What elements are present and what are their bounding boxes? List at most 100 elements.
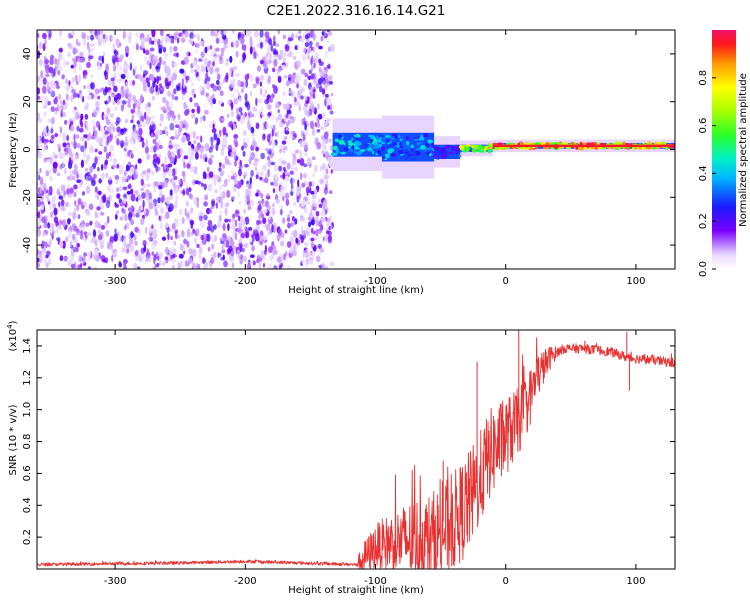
spectrogram-noise-blob <box>291 116 297 123</box>
spectrogram-noise-blob <box>135 213 140 218</box>
spectrogram-noise-blob <box>37 181 40 189</box>
spectrogram-noise-blob <box>220 240 225 245</box>
spectrogram-noise-blob <box>142 199 145 209</box>
spectrogram-noise-blob <box>66 184 71 189</box>
y-tick-label: -20 <box>22 189 33 205</box>
spectrogram-noise-blob <box>116 138 120 146</box>
spectrogram-noise-blob <box>311 105 315 112</box>
spectrogram-noise-blob <box>138 127 143 136</box>
spectrogram-noise-blob <box>249 200 255 207</box>
spectrogram-signal-blob <box>463 146 470 151</box>
spectrogram-noise-blob <box>250 74 254 82</box>
spectrogram-noise-blob <box>314 86 318 90</box>
spectrogram-noise-blob <box>326 230 330 235</box>
spectrogram-noise-blob <box>301 200 305 207</box>
spectrogram-noise-blob <box>267 112 272 116</box>
spectrogram-noise-blob <box>297 44 300 49</box>
spectrogram-noise-blob <box>51 54 54 63</box>
spectrogram-signal-blob <box>413 138 420 142</box>
spectrogram-noise-blob <box>208 121 213 129</box>
spectrogram-noise-blob <box>130 188 134 195</box>
spectrogram-noise-blob <box>60 109 63 117</box>
spectrogram-noise-blob <box>175 134 180 140</box>
spectrogram-noise-blob <box>128 36 132 44</box>
spectrogram-noise-blob <box>171 82 174 88</box>
spectrogram-noise-blob <box>159 30 164 37</box>
spectrogram-noise-blob <box>43 241 48 246</box>
spectrogram-noise-blob <box>268 213 271 221</box>
spectrogram-noise-blob <box>39 187 42 194</box>
spectrogram-signal-blob <box>416 152 419 155</box>
spectrogram-noise-blob <box>222 126 227 135</box>
spectrogram-noise-blob <box>201 234 205 241</box>
spectrogram-noise-blob <box>214 47 220 52</box>
spectrogram-noise-blob <box>97 38 102 47</box>
spectrogram-noise-blob <box>43 187 47 195</box>
spectrogram-noise-blob <box>184 56 189 65</box>
spectrogram-noise-blob <box>37 199 41 208</box>
spectrogram-noise-blob <box>168 144 173 149</box>
spectrogram-noise-blob <box>236 249 241 256</box>
spectrogram-noise-blob <box>86 232 92 236</box>
spectrogram-noise-blob <box>158 252 163 258</box>
spectrogram-noise-blob <box>310 237 315 242</box>
spectrogram-noise-blob <box>199 219 205 229</box>
spectrogram-noise-blob <box>219 90 224 96</box>
spectrogram-noise-blob <box>301 182 306 188</box>
spectrogram-noise-blob <box>107 176 113 181</box>
x-tick-label: -100 <box>364 276 387 287</box>
spectrogram-noise-blob <box>192 34 197 38</box>
spectrogram-noise-blob <box>74 74 78 82</box>
spectrogram-noise-blob <box>282 166 286 172</box>
spectrogram-noise-blob <box>271 114 275 121</box>
spectrogram-noise-blob <box>118 185 124 192</box>
spectrogram-noise-blob <box>249 35 253 44</box>
spectrogram-noise-blob <box>76 243 81 248</box>
spectrogram-noise-blob <box>79 51 84 58</box>
spectrogram-noise-blob <box>132 95 136 103</box>
spectrogram-noise-blob <box>227 223 230 232</box>
spectrogram-noise-blob <box>304 241 307 247</box>
spectrogram-noise-blob <box>78 74 81 83</box>
spectrogram-noise-blob <box>206 76 211 82</box>
spectrogram-noise-blob <box>170 101 173 108</box>
spectrogram-noise-blob <box>112 174 116 179</box>
spectrogram-x-label: Height of straight line (km) <box>288 285 424 296</box>
spectrogram-noise-blob <box>294 166 299 172</box>
spectrogram-noise-blob <box>49 156 54 165</box>
spectrogram-noise-blob <box>128 56 133 61</box>
spectrogram-noise-blob <box>252 260 256 266</box>
spectrogram-noise-blob <box>269 52 272 60</box>
spectrogram-noise-blob <box>320 35 324 42</box>
spectrogram-noise-blob <box>48 258 52 265</box>
spectrogram-noise-blob <box>111 93 115 99</box>
spectrogram-noise-blob <box>279 121 284 128</box>
spectrogram-noise-blob <box>140 217 145 226</box>
spectrogram-noise-blob <box>161 236 167 241</box>
spectrogram-noise-blob <box>252 83 257 89</box>
spectrogram-noise-blob <box>210 257 215 264</box>
spectrogram-noise-blob <box>128 93 132 101</box>
spectrogram-noise-blob <box>292 249 298 257</box>
spectrogram-noise-blob <box>41 242 45 249</box>
spectrogram-noise-blob <box>128 238 134 245</box>
spectrogram-noise-blob <box>195 48 198 53</box>
spectrogram-noise-blob <box>133 103 136 110</box>
snr-panel: -300 -200 -100 0 100 0.2 0.4 0.6 0.8 1.0 1.2 1.4 H… <box>6 320 676 596</box>
spectrogram-noise-blob <box>233 123 236 130</box>
spectrogram-noise-blob <box>222 223 226 232</box>
spectrogram-noise-blob <box>325 180 328 184</box>
spectrogram-noise-blob <box>72 108 76 114</box>
spectrogram-signal-blob <box>392 136 395 139</box>
spectrogram-noise-blob <box>118 262 122 268</box>
spectrogram-noise-blob <box>280 232 285 239</box>
spectrogram-noise-blob <box>181 94 185 101</box>
spectrogram-noise-blob <box>86 35 90 41</box>
spectrogram-noise-blob <box>174 120 178 125</box>
spectrogram-noise-blob <box>246 180 249 185</box>
spectrogram-noise-blob <box>115 38 120 44</box>
spectrogram-noise-blob <box>159 206 165 215</box>
spectrogram-noise-blob <box>173 52 179 57</box>
spectrogram-noise-blob <box>140 247 146 254</box>
spectrogram-noise-blob <box>279 49 284 55</box>
